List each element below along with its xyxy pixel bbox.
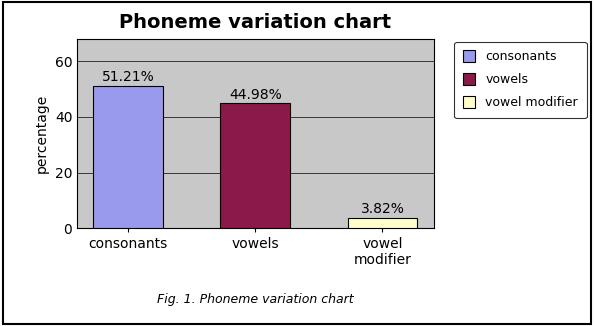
Text: 51.21%: 51.21% [102,70,154,84]
Bar [93,86,163,228]
Title: Phoneme variation chart: Phoneme variation chart [119,13,391,32]
Bar [347,217,418,228]
Text: 3.82%: 3.82% [361,202,405,216]
Text: Fig. 1. Phoneme variation chart: Fig. 1. Phoneme variation chart [157,293,354,306]
Bar [220,103,290,228]
Y-axis label: percentage: percentage [35,94,49,173]
Text: 44.98%: 44.98% [229,88,282,102]
Legend: consonants, vowels, vowel modifier: consonants, vowels, vowel modifier [454,42,587,118]
